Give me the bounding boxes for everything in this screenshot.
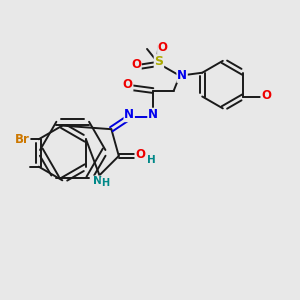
Text: H: H <box>146 155 155 165</box>
Text: O: O <box>123 78 133 91</box>
Text: N: N <box>124 108 134 122</box>
Text: N: N <box>148 108 158 122</box>
Text: O: O <box>135 148 145 161</box>
Text: O: O <box>261 89 271 102</box>
Text: Br: Br <box>15 133 30 146</box>
Text: H: H <box>101 178 110 188</box>
Text: N: N <box>93 176 103 186</box>
Text: S: S <box>154 55 164 68</box>
Text: O: O <box>131 58 141 71</box>
Text: O: O <box>158 41 168 54</box>
Text: N: N <box>177 69 187 82</box>
